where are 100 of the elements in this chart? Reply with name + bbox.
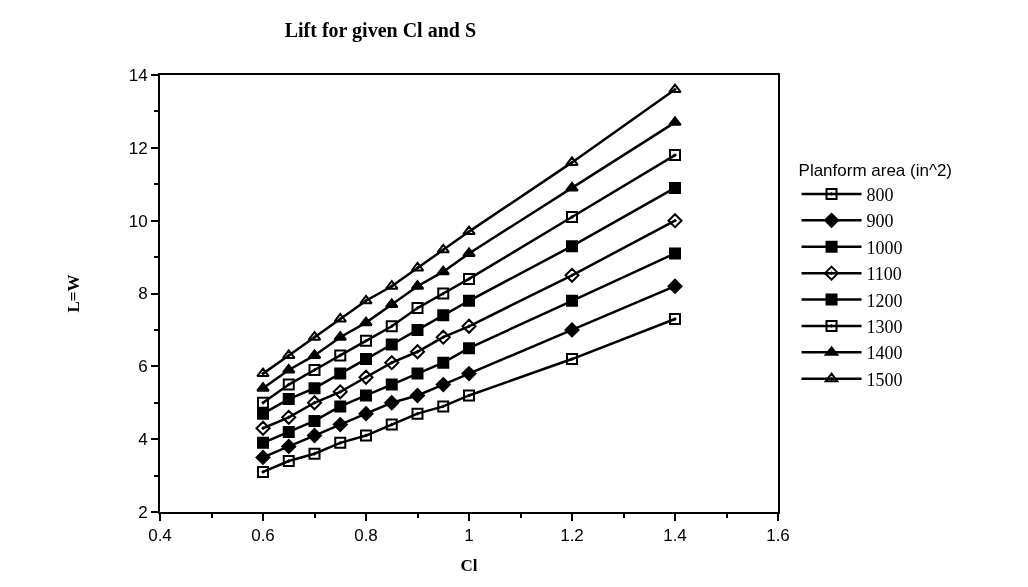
point (281, 363, 296, 374)
point (385, 378, 398, 391)
point (463, 294, 475, 307)
point (257, 407, 269, 420)
point (334, 400, 347, 413)
legend-title: Planform area (in^2) (798, 160, 953, 180)
point (308, 414, 321, 427)
x-tick-label: 0.8 (354, 526, 378, 546)
point (564, 267, 580, 283)
point (669, 247, 681, 260)
point (307, 395, 322, 411)
legend-label: 1000 (866, 237, 903, 258)
point (255, 420, 271, 436)
legend-label: 1300 (866, 316, 903, 337)
x-tick-label: 1 (464, 526, 474, 546)
point (669, 312, 681, 325)
point (463, 272, 475, 285)
point (332, 384, 348, 400)
point (334, 436, 347, 449)
point (411, 407, 424, 420)
y-tick-label: 12 (128, 138, 148, 158)
y-tick-label: 2 (138, 502, 148, 522)
point (461, 318, 477, 334)
point (436, 243, 451, 254)
point (437, 400, 450, 413)
y-tick-label: 8 (138, 284, 148, 304)
point (308, 382, 321, 395)
point (461, 366, 477, 382)
point (281, 438, 297, 454)
point (565, 181, 579, 192)
point (566, 353, 578, 366)
point (282, 425, 295, 438)
point (436, 265, 451, 276)
x-tick-label: 0.4 (148, 526, 172, 546)
point (411, 367, 424, 380)
point (282, 393, 295, 406)
point (437, 287, 450, 300)
point (410, 344, 425, 360)
chart-title: Lift for given Cl and S (284, 19, 477, 43)
point (384, 395, 400, 411)
point (308, 363, 321, 376)
point (667, 213, 683, 229)
point (281, 409, 297, 425)
point (462, 225, 476, 236)
point (435, 329, 451, 345)
point (463, 389, 475, 402)
x-tick-label: 1.4 (663, 526, 687, 546)
point (411, 323, 424, 336)
point (359, 316, 373, 327)
legend-label: 1400 (866, 343, 903, 364)
x-tick-label: 0.6 (251, 526, 275, 546)
point (667, 278, 683, 294)
legend-label: 800 (866, 184, 894, 205)
point (257, 436, 269, 449)
point (334, 349, 347, 362)
point (437, 309, 450, 322)
point (256, 367, 270, 378)
legend-label: 900 (866, 211, 894, 232)
point (669, 149, 681, 162)
point (282, 455, 295, 468)
point (410, 387, 425, 403)
point (384, 355, 400, 371)
point (462, 247, 476, 257)
point (257, 396, 269, 409)
point (435, 377, 451, 393)
point (437, 356, 450, 369)
point (334, 367, 347, 380)
point (566, 240, 578, 253)
point (307, 428, 322, 444)
point (360, 334, 372, 347)
x-tick-label: 1.2 (560, 526, 584, 546)
point (358, 406, 374, 422)
point (668, 83, 682, 94)
point (332, 417, 348, 433)
y-tick-label: 10 (128, 211, 148, 231)
y-axis-title: L=W (63, 274, 83, 313)
point (358, 369, 374, 385)
y-tick-label: 4 (138, 430, 148, 450)
x-axis-title: Cl (460, 556, 478, 576)
point (411, 302, 424, 315)
point (255, 449, 271, 465)
y-tick-label: 14 (128, 65, 148, 85)
point (308, 447, 321, 460)
point (385, 320, 398, 333)
point (669, 181, 681, 194)
point (360, 389, 372, 402)
point (566, 211, 578, 224)
y-tick-label: 6 (138, 357, 148, 377)
point (257, 465, 269, 478)
legend-label: 1100 (866, 264, 902, 285)
point (360, 429, 372, 442)
point (566, 294, 578, 307)
x-tick-label: 1.6 (766, 526, 790, 546)
point (463, 342, 475, 355)
point (256, 382, 270, 392)
point (282, 378, 295, 391)
point (565, 156, 579, 166)
point (333, 312, 348, 323)
legend-label: 1500 (866, 369, 903, 390)
point (668, 116, 682, 126)
